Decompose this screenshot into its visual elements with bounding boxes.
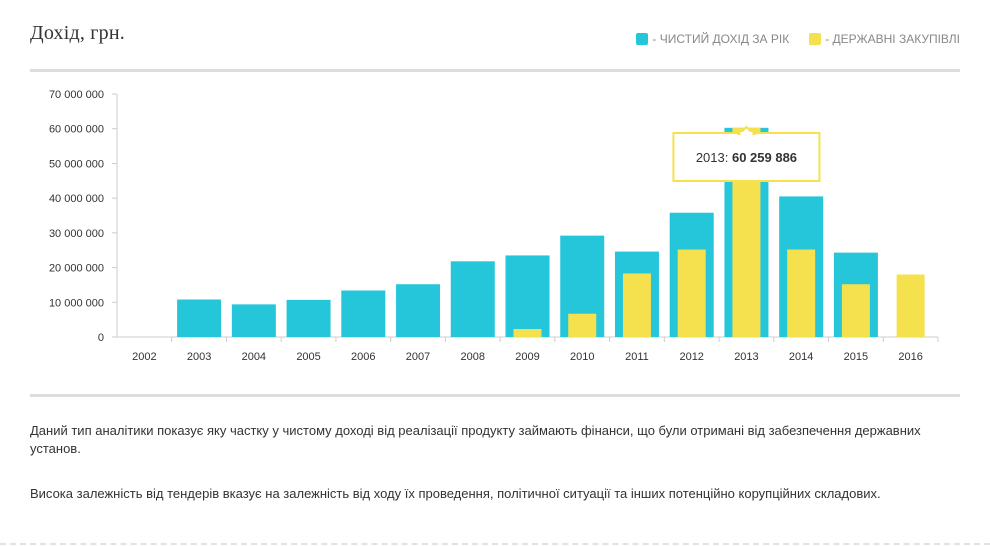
dashed-separator bbox=[0, 543, 990, 545]
x-tick-label-2004: 2004 bbox=[242, 351, 266, 363]
bar-state-procurement-2016 bbox=[896, 274, 925, 337]
y-tick-label: 70 000 000 bbox=[49, 89, 104, 101]
x-tick-label-2010: 2010 bbox=[570, 351, 594, 363]
bar-net-income-2007 bbox=[396, 284, 441, 337]
x-tick-label-2003: 2003 bbox=[187, 351, 211, 363]
tooltip-value: 60 259 886 bbox=[732, 150, 797, 165]
legend-item-net-income[interactable]: - ЧИСТИЙ ДОХІД ЗА РІК bbox=[636, 32, 789, 46]
chart-title: Дохід, грн. bbox=[30, 22, 125, 44]
tooltip-text: 2013: 60 259 886 bbox=[696, 150, 797, 165]
legend-label-net-income: - ЧИСТИЙ ДОХІД ЗА РІК bbox=[652, 32, 790, 46]
x-tick-label-2005: 2005 bbox=[296, 351, 320, 363]
bar-net-income-2004 bbox=[231, 304, 276, 337]
x-tick-label-2012: 2012 bbox=[679, 351, 703, 363]
y-tick-label: 20 000 000 bbox=[49, 263, 104, 275]
x-tick-label-2009: 2009 bbox=[515, 351, 539, 363]
bar-net-income-2009 bbox=[505, 255, 550, 337]
bar-net-income-2003 bbox=[177, 299, 222, 337]
x-tick-label-2002: 2002 bbox=[132, 351, 156, 363]
description-paragraph-2: Висока залежність від тендерів вказує на… bbox=[30, 486, 881, 501]
x-tick-label-2013: 2013 bbox=[734, 351, 758, 363]
bar-state-procurement-2010 bbox=[568, 313, 597, 337]
y-tick-label: 40 000 000 bbox=[49, 193, 104, 205]
bar-net-income-2005 bbox=[286, 299, 331, 337]
bar-state-procurement-2009 bbox=[513, 329, 542, 337]
bar-net-income-2008 bbox=[450, 261, 495, 337]
income-bar-chart: 0 10 000 000 20 000 000 30 000 000 40 000 00… bbox=[49, 89, 939, 363]
legend-label-state-procurement: - ДЕРЖАВНІ ЗАКУПІВЛІ bbox=[825, 32, 960, 46]
legend-swatch-net-income bbox=[636, 33, 649, 45]
x-tick-label-2006: 2006 bbox=[351, 351, 375, 363]
y-tick-label: 0 bbox=[98, 332, 104, 344]
y-tick-label: 60 000 000 bbox=[49, 124, 104, 136]
bar-state-procurement-2015 bbox=[841, 284, 870, 337]
bar-state-procurement-2014 bbox=[787, 249, 816, 337]
description-paragraph-1: Даний тип аналітики показує яку частку у… bbox=[30, 423, 921, 456]
x-tick-label-2014: 2014 bbox=[789, 351, 813, 363]
bar-state-procurement-2012 bbox=[677, 249, 706, 337]
y-tick-label: 10 000 000 bbox=[49, 297, 104, 309]
bar-state-procurement-2011 bbox=[622, 273, 651, 337]
y-tick-label: 50 000 000 bbox=[49, 158, 104, 170]
x-tick-label-2008: 2008 bbox=[461, 351, 485, 363]
x-tick-label-2011: 2011 bbox=[625, 351, 649, 363]
x-tick-label-2016: 2016 bbox=[898, 351, 922, 363]
bar-net-income-2006 bbox=[341, 290, 386, 337]
legend-swatch-state-procurement bbox=[809, 33, 822, 45]
bottom-divider bbox=[30, 394, 960, 397]
tooltip: 2013: 60 259 886 bbox=[672, 125, 821, 182]
tooltip-box bbox=[672, 132, 821, 182]
x-tick-label-2007: 2007 bbox=[406, 351, 430, 363]
y-tick-label: 30 000 000 bbox=[49, 228, 104, 240]
legend-item-state-procurement[interactable]: - ДЕРЖАВНІ ЗАКУПІВЛІ bbox=[809, 32, 960, 46]
tooltip-pointer-mask bbox=[740, 132, 753, 135]
top-divider bbox=[30, 69, 960, 72]
tooltip-year-label: 2013: bbox=[696, 150, 732, 165]
x-tick-label-2015: 2015 bbox=[844, 351, 868, 363]
chart-legend: - ЧИСТИЙ ДОХІД ЗА РІК - ДЕРЖАВНІ ЗАКУПІВ… bbox=[616, 32, 960, 46]
